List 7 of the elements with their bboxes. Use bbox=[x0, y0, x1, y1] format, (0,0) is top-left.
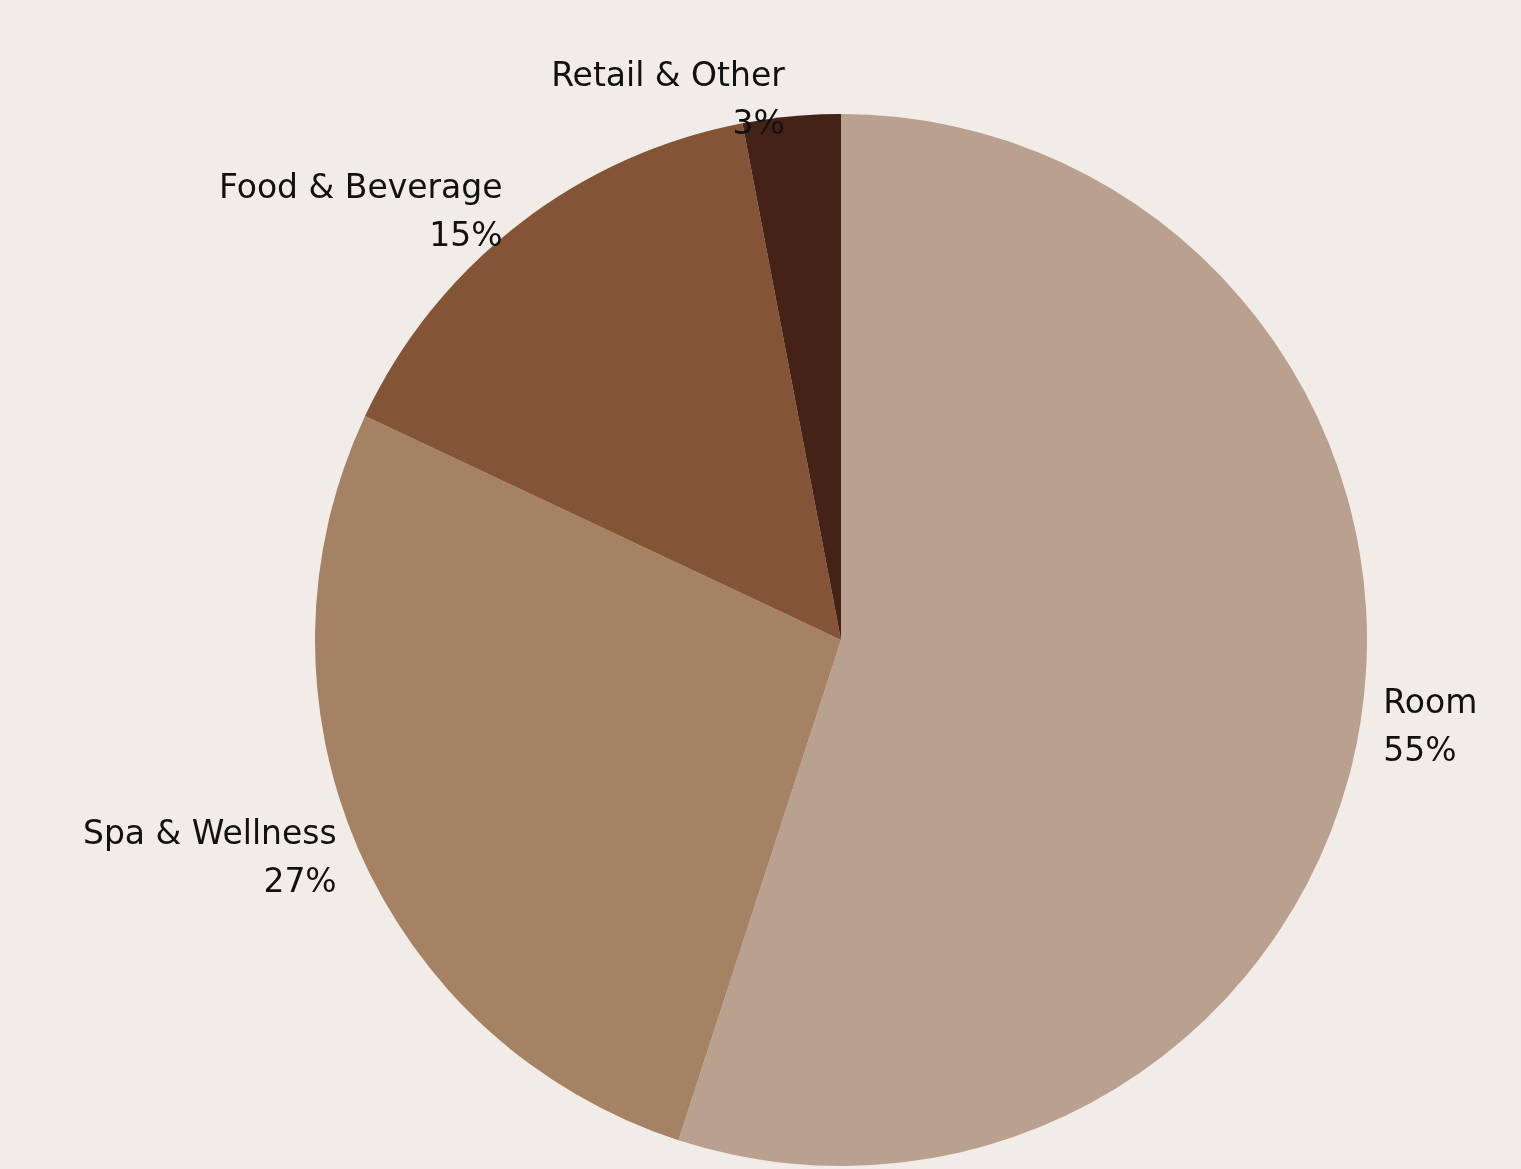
data-label: 27% bbox=[263, 860, 337, 900]
slice-label: Retail & Other bbox=[551, 54, 786, 94]
slice-label: Food & Beverage bbox=[218, 166, 503, 206]
data-label: 15% bbox=[429, 214, 503, 254]
slice-label: Spa & Wellness bbox=[82, 812, 337, 852]
slice-label: Room bbox=[1383, 681, 1478, 721]
data-label: 55% bbox=[1383, 729, 1457, 769]
